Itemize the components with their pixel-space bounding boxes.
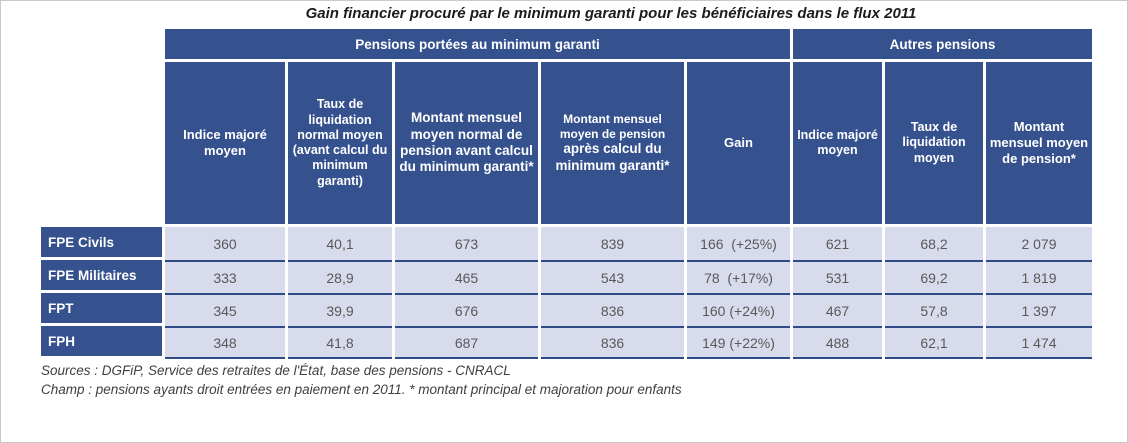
table-title: Gain financier procuré par le minimum ga… xyxy=(305,5,917,22)
cell-montant-apres: 836 xyxy=(541,293,684,326)
cell-indice-majore: 345 xyxy=(165,293,285,326)
column-header-montant-apres-minimum-garanti: Montant mensuel moyen de pension après c… xyxy=(541,62,684,224)
row-label: FPT xyxy=(41,293,162,326)
cell-taux-liquidation: 39,9 xyxy=(288,293,392,326)
cell-indice-majore-autres: 531 xyxy=(793,260,882,293)
cell-indice-majore: 333 xyxy=(165,260,285,293)
column-group-pensions-minimum-garanti: Pensions portées au minimum garanti xyxy=(165,29,790,59)
cell-montant-autres: 2 079 xyxy=(986,227,1092,260)
column-group-autres-pensions: Autres pensions xyxy=(793,29,1092,59)
cell-gain: 149 (+22%) xyxy=(687,326,790,359)
column-header-indice-majore-moyen-autres: Indice majoré moyen xyxy=(793,62,882,224)
cell-gain: 78 (+17%) xyxy=(687,260,790,293)
table-header: Pensions portées au minimum garanti Autr… xyxy=(165,29,1092,224)
cell-taux-liquidation: 40,1 xyxy=(288,227,392,260)
cell-montant-apres: 836 xyxy=(541,326,684,359)
cell-taux-liquidation-autres: 57,8 xyxy=(885,293,983,326)
footnotes: Sources : DGFiP, Service des retraites d… xyxy=(41,361,682,399)
cell-taux-liquidation-autres: 68,2 xyxy=(885,227,983,260)
row-label: FPE Civils xyxy=(41,227,162,260)
cell-montant-autres: 1 397 xyxy=(986,293,1092,326)
column-header-gain: Gain xyxy=(687,62,790,224)
cell-indice-majore-autres: 467 xyxy=(793,293,882,326)
column-header-taux-liquidation-moyen-autres: Taux de liquidation moyen xyxy=(885,62,983,224)
cell-montant-avant: 673 xyxy=(395,227,538,260)
cell-montant-apres: 543 xyxy=(541,260,684,293)
cell-taux-liquidation: 28,9 xyxy=(288,260,392,293)
source-note: Sources : DGFiP, Service des retraites d… xyxy=(41,363,511,378)
table-body: FPE Civils 360 40,1 673 839 166 (+25%) 6… xyxy=(41,227,1092,359)
column-header-part-small: Montant mensuel moyen de pension xyxy=(559,111,666,141)
cell-montant-autres: 1 819 xyxy=(986,260,1092,293)
cell-montant-apres: 839 xyxy=(541,227,684,260)
cell-taux-liquidation-autres: 69,2 xyxy=(885,260,983,293)
cell-gain: 160 (+24%) xyxy=(687,293,790,326)
cell-montant-avant: 465 xyxy=(395,260,538,293)
cell-gain: 166 (+25%) xyxy=(687,227,790,260)
column-header-taux-liquidation-normal-moyen: Taux de liquidation normal moyen (avant … xyxy=(288,62,392,224)
cell-indice-majore-autres: 621 xyxy=(793,227,882,260)
cell-montant-avant: 687 xyxy=(395,326,538,359)
cell-taux-liquidation-autres: 62,1 xyxy=(885,326,983,359)
cell-taux-liquidation: 41,8 xyxy=(288,326,392,359)
column-header-part-large: après calcul du minimum garanti* xyxy=(555,141,670,173)
cell-montant-avant: 676 xyxy=(395,293,538,326)
column-header-montant-avant-minimum-garanti: Montant mensuel moyen normal de pension … xyxy=(395,62,538,224)
cell-indice-majore-autres: 488 xyxy=(793,326,882,359)
cell-indice-majore: 348 xyxy=(165,326,285,359)
row-label: FPH xyxy=(41,326,162,359)
column-header-indice-majore-moyen: Indice majoré moyen xyxy=(165,62,285,224)
row-label: FPE Militaires xyxy=(41,260,162,293)
champ-note: Champ : pensions ayants droit entrées en… xyxy=(41,382,682,398)
cell-indice-majore: 360 xyxy=(165,227,285,260)
cell-montant-autres: 1 474 xyxy=(986,326,1092,359)
column-header-montant-mensuel-moyen-autres: Montant mensuel moyen de pension* xyxy=(986,62,1092,224)
